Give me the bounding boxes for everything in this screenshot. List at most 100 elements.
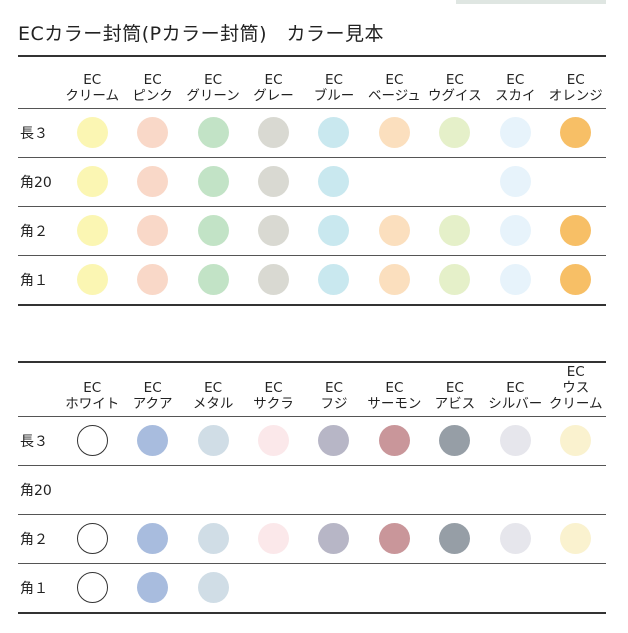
color-name-line2: グレー <box>253 87 294 104</box>
color-swatch-cream <box>76 264 108 295</box>
color-name-line2: オレンジ <box>548 87 603 104</box>
color-swatch-gray <box>258 215 290 246</box>
swatch-cell <box>303 254 365 306</box>
color-swatch-abyss <box>439 425 471 456</box>
swatch-cell <box>243 156 304 206</box>
swatch-cell <box>243 205 304 255</box>
color-name-line1: EC <box>324 71 343 88</box>
swatch-cell <box>62 415 123 465</box>
color-name-line1: EC <box>324 379 343 396</box>
color-name-line2: スカイ <box>495 87 536 104</box>
color-name-line2: ベージュ <box>368 87 421 104</box>
color-column-header: EC フジ <box>304 362 364 416</box>
swatch-cell <box>424 156 486 206</box>
color-swatch-gray <box>258 166 290 197</box>
swatch-cell <box>485 205 546 255</box>
color-name-line1: EC <box>566 71 585 88</box>
color-swatch-beige <box>378 117 410 148</box>
color-swatch-silver <box>499 523 531 554</box>
swatch-cell <box>303 464 365 514</box>
swatch-cell <box>364 205 425 255</box>
color-swatch-sky <box>499 166 531 197</box>
table-row: 角２ <box>18 205 606 255</box>
top-accent-bar <box>456 0 606 4</box>
color-name-line2: シルバー <box>488 395 543 412</box>
color-name-line1: EC <box>385 379 404 396</box>
color-swatch-uguisu <box>439 264 471 295</box>
table-row: 角20 <box>18 156 606 206</box>
color-swatch-white <box>76 425 108 456</box>
swatch-cell <box>485 562 546 614</box>
corner-cell <box>18 56 62 108</box>
color-swatch-blue <box>318 215 350 246</box>
swatch-cell <box>485 254 546 306</box>
swatch-cell <box>303 415 365 465</box>
swatch-cell <box>243 464 304 514</box>
color-column-header: EC グレー <box>243 56 303 108</box>
color-column-header: EC サクラ <box>243 362 303 416</box>
color-name-line1: EC <box>445 379 464 396</box>
color-name-line1: EC <box>264 379 283 396</box>
swatch-cell <box>303 513 365 563</box>
swatch-cell <box>62 156 123 206</box>
swatch-cell <box>182 415 244 465</box>
envelope-size-label: 角１ <box>18 562 62 614</box>
swatch-cell <box>485 464 546 514</box>
color-column-header: EC オレンジ <box>546 56 607 108</box>
color-swatch-salmon <box>378 425 410 456</box>
table-header-row: EC ホワイト EC アクア EC メタル EC サクラ EC フジ EC サーモン EC アビス EC シル… <box>18 362 606 416</box>
swatch-cell <box>62 513 123 563</box>
color-name-line1: EC <box>143 71 162 88</box>
swatch-cell <box>424 254 486 306</box>
swatch-cell <box>545 513 606 563</box>
swatch-cell <box>303 156 365 206</box>
color-name-line2: クリーム <box>65 87 120 104</box>
color-name-line2: フジ <box>320 395 348 412</box>
color-swatch-usucream <box>560 523 592 554</box>
color-column-header: EC グリーン <box>183 56 243 108</box>
color-swatch-sakura <box>258 425 290 456</box>
color-swatch-cream <box>76 166 108 197</box>
envelope-size-label: 角20 <box>18 464 62 514</box>
envelope-size-label: 角20 <box>18 156 62 206</box>
envelope-size-label: 角２ <box>18 205 62 255</box>
color-column-header: EC ベージュ <box>364 56 424 108</box>
swatch-cell <box>545 107 606 157</box>
swatch-cell <box>303 562 365 614</box>
color-column-header: EC アクア <box>122 362 182 416</box>
color-swatch-metal <box>197 425 229 456</box>
swatch-cell <box>243 107 304 157</box>
swatch-cell <box>364 107 425 157</box>
color-swatch-metal <box>197 523 229 554</box>
swatch-cell <box>243 562 304 614</box>
swatch-cell <box>243 254 304 306</box>
swatch-cell <box>545 415 606 465</box>
swatch-cell <box>243 415 304 465</box>
envelope-size-label: 角２ <box>18 513 62 563</box>
color-swatch-blue <box>318 117 350 148</box>
swatch-cell <box>424 205 486 255</box>
swatch-cell <box>243 513 304 563</box>
swatch-cell <box>545 254 606 306</box>
color-name-line2: アクア <box>132 395 173 412</box>
color-swatch-green <box>197 117 229 148</box>
swatch-cell <box>485 513 546 563</box>
color-name-line2: グリーン <box>186 87 240 104</box>
color-swatch-sky <box>499 215 531 246</box>
color-name-line1: EC <box>204 71 223 88</box>
color-swatch-gray <box>258 117 290 148</box>
color-name-line2: メタル <box>192 395 234 412</box>
table-row: 長３ <box>18 107 606 157</box>
swatch-cell <box>424 562 486 614</box>
swatch-cell <box>182 464 244 514</box>
color-swatch-blue <box>318 166 350 197</box>
color-name-line1: EC <box>385 71 404 88</box>
swatch-cell <box>122 562 183 614</box>
color-swatch-salmon <box>378 523 410 554</box>
color-swatch-uguisu <box>439 117 471 148</box>
color-column-header: EC ウグイス <box>425 56 485 108</box>
color-name-line2: ホワイト <box>65 395 120 412</box>
swatch-cell <box>122 513 183 563</box>
swatch-cell <box>62 205 123 255</box>
swatch-cell <box>303 107 365 157</box>
